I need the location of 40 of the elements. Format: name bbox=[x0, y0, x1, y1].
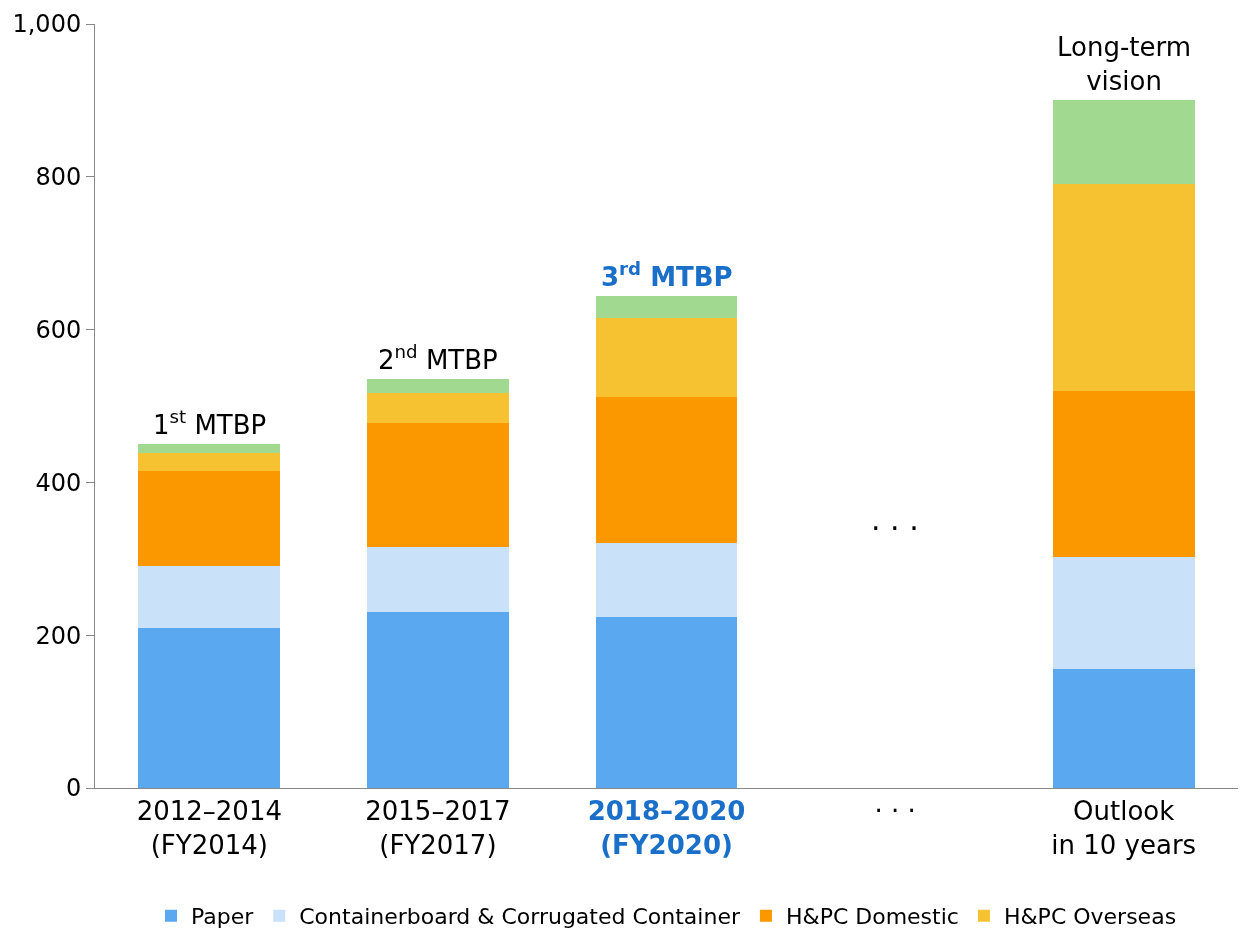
bar bbox=[1052, 183, 1195, 391]
bar bbox=[595, 616, 738, 788]
bar bbox=[138, 566, 281, 628]
y-tick-label: 600 bbox=[35, 316, 82, 344]
bar bbox=[138, 470, 281, 567]
bar bbox=[595, 396, 738, 543]
bar bbox=[367, 378, 509, 394]
bar bbox=[367, 546, 509, 613]
x-tick-label: 2018–2020 (FY2020) bbox=[587, 796, 746, 860]
x-tick-label: Outlook in 10 years bbox=[1051, 796, 1197, 860]
annotation: Long-term vision bbox=[1057, 32, 1192, 96]
bar bbox=[1052, 390, 1195, 558]
legend-label: H&PC Overseas bbox=[1003, 904, 1177, 930]
annotation: · · · bbox=[871, 511, 919, 546]
bar bbox=[595, 318, 738, 397]
x-tick-label: 2015–2017 (FY2017) bbox=[365, 796, 511, 860]
bar bbox=[595, 295, 738, 319]
legend-label: Paper bbox=[191, 904, 255, 930]
x-tick-label: · · · bbox=[874, 796, 916, 827]
y-tick-label: 0 bbox=[65, 774, 82, 803]
bar bbox=[595, 542, 738, 617]
bar bbox=[138, 453, 281, 471]
bar bbox=[1052, 100, 1195, 184]
bar bbox=[367, 612, 509, 788]
bar bbox=[367, 393, 509, 423]
bar bbox=[138, 444, 281, 454]
y-tick-label: 1,000 bbox=[12, 10, 82, 39]
y-tick-label: 200 bbox=[35, 621, 82, 650]
x-tick-label: 2012–2014 (FY2014) bbox=[136, 796, 282, 860]
y-tick-label: 800 bbox=[35, 163, 82, 192]
bar bbox=[1052, 557, 1195, 669]
legend-label: Containerboard & Corrugated Container bbox=[299, 904, 741, 930]
bar bbox=[1052, 668, 1195, 788]
annotation: 3$^{rd}$ MTBP bbox=[601, 258, 733, 292]
annotation: 1$^{st}$ MTBP bbox=[153, 406, 267, 440]
legend-label: H&PC Domestic bbox=[785, 904, 959, 930]
annotation: 2$^{nd}$ MTBP bbox=[378, 341, 498, 375]
y-tick-label: 400 bbox=[35, 468, 82, 497]
bar bbox=[367, 422, 509, 547]
bar bbox=[138, 627, 281, 788]
